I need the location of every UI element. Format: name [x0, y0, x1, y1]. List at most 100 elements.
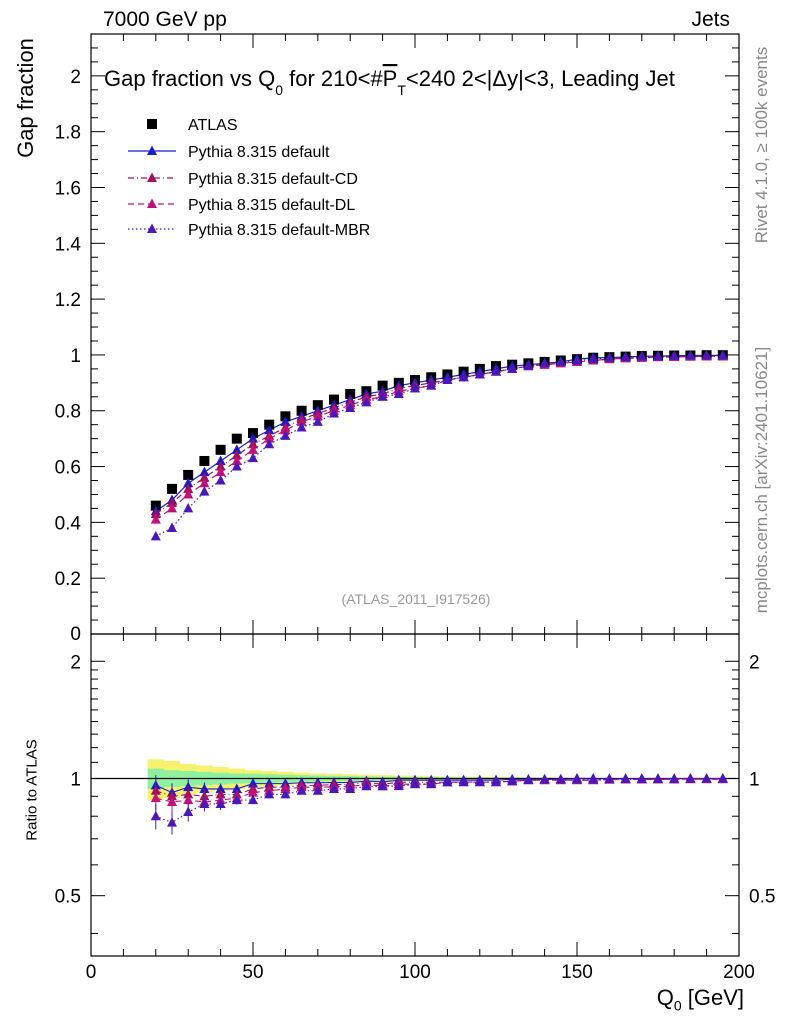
- mc-point-mbr: [410, 382, 420, 393]
- mc-point-mbr: [361, 396, 372, 407]
- atlas-data-point: [199, 455, 210, 466]
- legend-marker-dl: [147, 198, 157, 208]
- top-ytick-label: 1.4: [55, 234, 82, 255]
- header-category: Jets: [691, 8, 730, 31]
- mc-point-dl: [312, 410, 323, 421]
- header-energy: 7000 GeV pp: [103, 8, 227, 31]
- mc-point-mbr: [312, 416, 323, 426]
- top-ytick-label: 1.6: [55, 178, 81, 199]
- mc-point-mbr: [539, 357, 550, 368]
- ratio-point-mbr: [555, 773, 566, 784]
- top-ytick-label: 2: [70, 67, 81, 88]
- mc-point-mbr: [555, 356, 566, 366]
- xtick-label: 100: [399, 962, 431, 983]
- mc-point-mbr: [636, 351, 647, 361]
- atlas-data-point: [215, 444, 226, 455]
- bot-ytick-label-right: 0.5: [749, 887, 775, 908]
- xtick-label: 0: [86, 962, 97, 983]
- ratio-point-mbr: [604, 773, 615, 783]
- mc-point-mbr: [280, 430, 291, 440]
- x-axis-label: Q0 [GeV]: [657, 985, 744, 1013]
- ratio-point-mbr: [329, 783, 339, 793]
- ratio-point-mbr: [717, 773, 728, 783]
- atlas-data-point: [296, 405, 307, 416]
- mc-point-default: [199, 466, 210, 477]
- mc-point-default: [231, 444, 242, 454]
- bot-ytick-label-left: 1: [70, 769, 81, 790]
- series-line-mbr: [155, 354, 723, 537]
- mc-point-mbr: [491, 366, 501, 376]
- atlas-data-point: [377, 380, 388, 391]
- ratio-point-mbr: [150, 810, 161, 821]
- atlas-data-point: [231, 433, 242, 444]
- series-line-default: [155, 354, 723, 512]
- legend-marker-mbr: [147, 223, 157, 233]
- mc-point-mbr: [588, 353, 599, 364]
- atlas-data-point: [150, 500, 161, 511]
- mc-point-dl: [296, 416, 307, 426]
- x-axis-label-unit: [GeV]: [681, 985, 744, 1010]
- ratio-point-mbr: [361, 780, 372, 791]
- ratio-point-mbr: [426, 778, 437, 789]
- ratio-point-mbr: [539, 773, 550, 784]
- mc-point-mbr: [572, 355, 582, 365]
- mc-point-mbr: [717, 349, 728, 360]
- legend-label-default: Pythia 8.315 default: [188, 144, 330, 161]
- mc-point-mbr: [653, 350, 663, 361]
- mc-point-mbr: [442, 374, 453, 385]
- ratio-point-mbr: [296, 785, 307, 795]
- atlas-data-point: [312, 400, 323, 411]
- legend-label-cd: Pythia 8.315 default-CD: [188, 171, 358, 188]
- ratio-point-cd: [215, 788, 226, 799]
- mc-point-mbr: [377, 391, 388, 401]
- ratio-point-mbr: [264, 788, 275, 799]
- ratio-point-mbr: [636, 773, 647, 783]
- mc-point-default: [264, 424, 275, 435]
- mc-point-dl: [248, 444, 258, 454]
- analysis-watermark: (ATLAS_2011_I917526): [342, 591, 491, 607]
- title-part-a-sub: 0: [275, 82, 283, 98]
- mc-point-default: [183, 477, 194, 488]
- bot-ytick-label-left: 0.5: [55, 887, 81, 908]
- mc-point-mbr: [507, 363, 518, 373]
- ratio-point-mbr: [248, 794, 258, 805]
- ratio-point-mbr: [215, 798, 226, 808]
- main-plot: ATLAS Pythia 8.315 default Pythia 8.315 de…: [128, 117, 728, 541]
- top-ytick-label: 0.8: [55, 402, 81, 423]
- mc-point-cd: [167, 497, 177, 507]
- ratio-point-default: [215, 783, 226, 793]
- mc-point-cd: [183, 483, 194, 493]
- mc-point-mbr: [231, 461, 242, 471]
- mc-point-cd: [199, 472, 210, 482]
- plot-frames: 0.2 0.4 0.6 0.8 1 1.2 1.4 1.6 1.8 2 0 0.5 0.5 1 1 2 2 0 50…: [55, 33, 775, 983]
- top-ytick-label: 1.8: [55, 123, 81, 144]
- mc-point-mbr: [345, 402, 356, 412]
- mc-point-dl: [167, 502, 177, 513]
- mc-point-mbr: [474, 368, 485, 379]
- mc-point-mbr: [685, 350, 696, 360]
- mc-point-cd: [215, 461, 226, 471]
- ratio-plot: [91, 759, 739, 835]
- ratio-point-mbr: [442, 776, 453, 787]
- legend-marker-cd: [147, 172, 157, 182]
- bottom-plot-frame: [90, 633, 740, 957]
- mc-point-default: [215, 455, 226, 465]
- mc-point-dl: [280, 424, 291, 435]
- title-part-p: P: [383, 66, 398, 91]
- top-ytick-label: 0.6: [55, 458, 81, 479]
- title-part-p-sub: T: [397, 82, 406, 98]
- atlas-data-point: [280, 411, 291, 422]
- mc-point-mbr: [604, 352, 615, 362]
- mc-point-dl: [264, 433, 275, 443]
- mc-point-mbr: [215, 475, 226, 485]
- atlas-data-point: [167, 483, 177, 494]
- ratio-point-mbr: [653, 773, 663, 783]
- atlas-data-point: [248, 428, 258, 439]
- ratio-point-mbr: [183, 806, 194, 817]
- ratio-point-dl: [167, 796, 177, 807]
- ratio-point-dl: [150, 792, 161, 803]
- ratio-point-mbr: [620, 773, 631, 783]
- mc-point-mbr: [248, 452, 258, 463]
- ratio-point-default: [248, 778, 258, 788]
- ratio-point-mbr: [410, 778, 420, 789]
